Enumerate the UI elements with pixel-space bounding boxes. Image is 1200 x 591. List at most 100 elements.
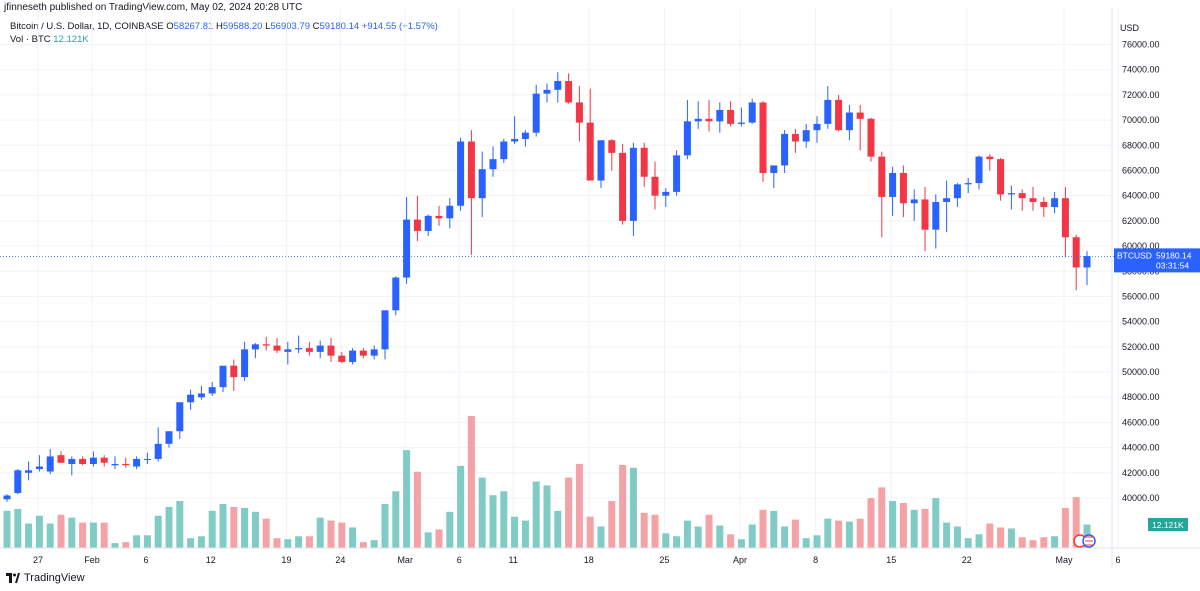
price-tick-label: 62000.00	[1122, 216, 1160, 226]
price-tick-label: 52000.00	[1122, 342, 1160, 352]
volume-bar	[953, 526, 961, 548]
candle-body	[932, 201, 940, 230]
volume-bar	[446, 511, 454, 548]
candle-body	[716, 110, 724, 122]
candle-body	[284, 349, 292, 352]
candle-body	[111, 463, 119, 466]
candle-body	[986, 156, 994, 160]
candle-body	[219, 365, 227, 388]
candle-body	[705, 118, 713, 122]
candle-body	[856, 112, 864, 119]
volume-bar	[705, 514, 713, 548]
candle-body	[230, 365, 238, 378]
volume-bar	[802, 538, 810, 548]
volume-bar	[370, 540, 378, 548]
candle-body	[1040, 201, 1048, 208]
candle-body	[619, 152, 627, 221]
candle-body	[305, 348, 313, 352]
volume-bar	[943, 522, 951, 548]
high-value: 59588.20	[222, 21, 263, 32]
volume-bar	[35, 515, 43, 548]
volume-bar	[899, 503, 907, 548]
volume-bar	[208, 510, 216, 548]
volume-bar	[910, 509, 918, 548]
volume-bar	[143, 535, 151, 548]
volume-bar	[856, 518, 864, 548]
candle-body	[57, 455, 65, 463]
candle-body	[133, 458, 141, 467]
volume-bar	[975, 534, 983, 548]
candle-body	[651, 176, 659, 196]
candle-body	[997, 159, 1005, 195]
price-tick-label: 56000.00	[1122, 291, 1160, 301]
candle-body	[446, 205, 454, 219]
volume-bar	[921, 508, 929, 548]
candle-body	[964, 183, 972, 185]
candle-body	[662, 191, 670, 196]
candle-body	[640, 147, 648, 177]
candle-body	[899, 172, 907, 204]
time-axis[interactable]: 27 Feb 6 12 19 24 Mar 6 11 18 25 Apr 8 15 22 May 6	[33, 555, 1121, 565]
candle-body	[737, 122, 745, 124]
volume-bar	[878, 487, 886, 548]
candle-body	[14, 470, 22, 493]
volume-label: Vol · BTC	[10, 34, 51, 45]
candle-body	[273, 345, 281, 351]
volume-bar	[295, 536, 303, 548]
last-price-value: 59180.14	[1156, 250, 1192, 260]
candle-body	[79, 458, 87, 464]
candle-body	[694, 118, 702, 122]
volume-bar	[694, 526, 702, 548]
volume-bar	[824, 518, 832, 548]
volume-bar	[1051, 536, 1059, 548]
volume-bar	[327, 520, 335, 548]
candle-body	[953, 184, 961, 199]
volume-bar	[575, 463, 583, 548]
candle-body	[813, 123, 821, 131]
candle-body	[748, 102, 756, 123]
volume-bar	[262, 518, 270, 548]
volume-bar	[986, 523, 994, 548]
low-value: 56903.79	[270, 21, 310, 32]
volume-bar	[597, 526, 605, 548]
candle-body	[370, 349, 378, 356]
volume-bar	[1072, 497, 1080, 548]
candle-body	[1072, 237, 1080, 268]
volume-bar	[727, 534, 735, 548]
candle-body	[511, 138, 519, 142]
candle-body	[3, 495, 11, 500]
volume-bar	[737, 539, 745, 548]
open-label: O	[166, 21, 174, 32]
candle-body	[381, 310, 389, 350]
candle-body	[1083, 256, 1091, 268]
volume-bar	[176, 501, 184, 548]
candles	[3, 72, 1091, 502]
volume-bars	[3, 416, 1091, 548]
grid	[0, 8, 1119, 548]
candle-body	[910, 199, 918, 204]
volume-bar	[964, 538, 972, 548]
candle-body	[781, 133, 789, 166]
price-tick-label: 54000.00	[1122, 317, 1160, 327]
volume-bar	[338, 522, 346, 548]
volume-bar	[187, 538, 195, 548]
change-value: +914.55 (+1.57%)	[361, 21, 438, 32]
candle-body	[467, 141, 475, 199]
volume-bar	[197, 536, 205, 548]
last-price-tag: BTCUSD 59180.14 03:31:54	[1114, 248, 1200, 273]
volume-bar	[403, 450, 411, 548]
date-tick-label: Apr	[733, 555, 747, 565]
volume-bar	[122, 542, 130, 548]
open-value: 58267.81	[173, 21, 214, 32]
volume-bar	[424, 532, 432, 548]
event-flags-icon[interactable]	[1073, 534, 1096, 548]
price-tick-label: 74000.00	[1122, 65, 1160, 75]
candle-body	[835, 99, 843, 131]
volume-bar	[1061, 507, 1069, 548]
volume-bar	[511, 516, 519, 548]
volume-bar	[532, 481, 540, 548]
volume-bar	[813, 535, 821, 548]
footer-brand[interactable]: TradingView	[6, 572, 85, 584]
volume-bar	[673, 536, 681, 548]
